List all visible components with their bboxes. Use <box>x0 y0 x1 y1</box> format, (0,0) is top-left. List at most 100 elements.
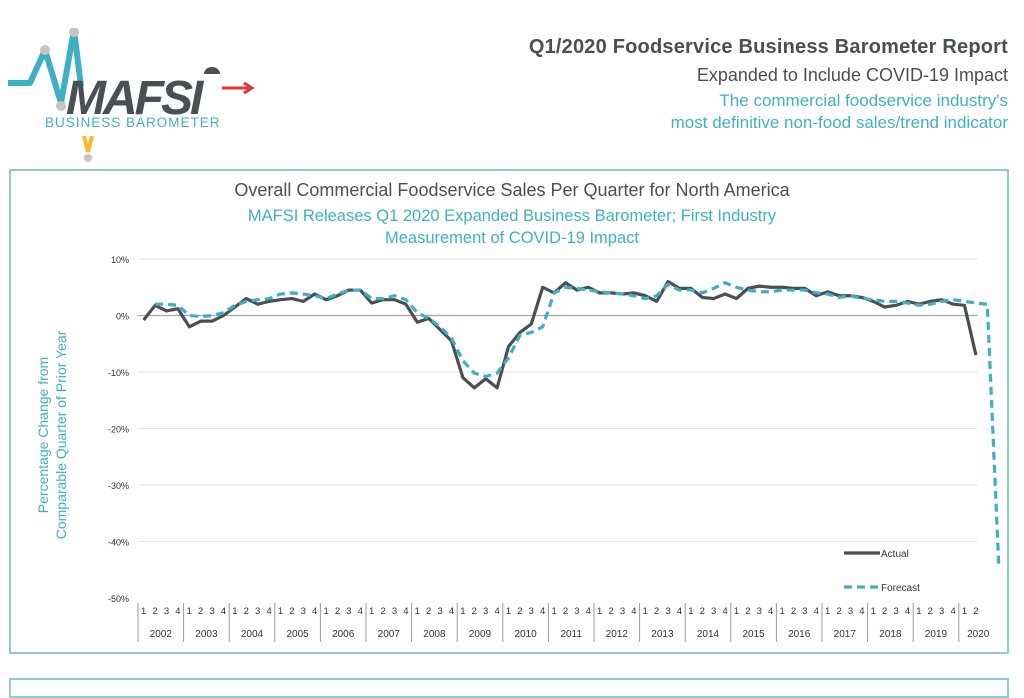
x-quarter-label: 3 <box>893 606 898 617</box>
y-tick-label: 10% <box>111 255 129 265</box>
y-tick-label: -50% <box>108 594 129 604</box>
x-quarter-label: 4 <box>266 606 271 617</box>
x-quarter-label: 1 <box>278 606 283 617</box>
x-year-label: 2007 <box>378 629 401 640</box>
x-year-label: 2002 <box>150 629 173 640</box>
x-quarter-label: 4 <box>722 606 727 617</box>
x-quarter-label: 3 <box>529 606 534 617</box>
x-quarter-label: 4 <box>768 606 773 617</box>
x-quarter-label: 1 <box>779 606 784 617</box>
x-quarter-label: 1 <box>643 606 648 617</box>
x-quarter-label: 3 <box>711 606 716 617</box>
x-quarter-label: 2 <box>791 606 796 617</box>
x-quarter-label: 2 <box>152 606 157 617</box>
y-tick-label: -10% <box>108 368 129 378</box>
x-quarter-label: 2 <box>928 606 933 617</box>
x-quarter-label: 4 <box>494 606 499 617</box>
x-quarter-label: 3 <box>392 606 397 617</box>
x-quarter-label: 3 <box>209 606 214 617</box>
x-quarter-label: 3 <box>255 606 260 617</box>
x-quarter-label: 3 <box>164 606 169 617</box>
x-year-label: 2010 <box>514 629 537 640</box>
x-quarter-label: 1 <box>871 606 876 617</box>
x-year-label: 2012 <box>606 629 629 640</box>
x-quarter-label: 1 <box>141 606 146 617</box>
x-quarter-label: 4 <box>631 606 636 617</box>
y-tick-label: -30% <box>108 481 129 491</box>
x-quarter-label: 2 <box>289 606 294 617</box>
x-quarter-label: 2 <box>882 606 887 617</box>
x-year-label: 2014 <box>697 629 720 640</box>
x-quarter-label: 2 <box>426 606 431 617</box>
x-quarter-label: 3 <box>939 606 944 617</box>
x-quarter-label: 2 <box>700 606 705 617</box>
x-quarter-label: 1 <box>962 606 967 617</box>
x-quarter-label: 1 <box>232 606 237 617</box>
x-quarter-label: 2 <box>517 606 522 617</box>
x-quarter-label: 2 <box>973 606 978 617</box>
x-year-label: 2019 <box>925 629 948 640</box>
x-quarter-label: 2 <box>654 606 659 617</box>
x-quarter-label: 4 <box>905 606 910 617</box>
x-quarter-label: 4 <box>814 606 819 617</box>
x-quarter-label: 1 <box>688 606 693 617</box>
x-year-label: 2020 <box>967 629 990 640</box>
x-year-label: 2003 <box>195 629 218 640</box>
x-quarter-label: 3 <box>574 606 579 617</box>
x-quarter-label: 3 <box>757 606 762 617</box>
x-quarter-label: 1 <box>551 606 556 617</box>
legend-label-forecast: Forecast <box>881 583 920 594</box>
x-year-label: 2006 <box>332 629 355 640</box>
x-quarter-label: 1 <box>369 606 374 617</box>
x-quarter-label: 1 <box>825 606 830 617</box>
x-year-label: 2018 <box>879 629 902 640</box>
x-quarter-label: 4 <box>403 606 408 617</box>
x-quarter-label: 3 <box>483 606 488 617</box>
legend-label-actual: Actual <box>881 549 909 560</box>
x-quarter-label: 3 <box>620 606 625 617</box>
x-quarter-label: 4 <box>859 606 864 617</box>
x-year-label: 2009 <box>469 629 492 640</box>
x-quarter-label: 3 <box>301 606 306 617</box>
x-quarter-label: 2 <box>836 606 841 617</box>
x-quarter-label: 4 <box>677 606 682 617</box>
x-year-label: 2017 <box>834 629 857 640</box>
x-quarter-label: 1 <box>460 606 465 617</box>
x-quarter-label: 2 <box>472 606 477 617</box>
y-tick-label: -20% <box>108 425 129 435</box>
x-quarter-label: 4 <box>312 606 317 617</box>
x-year-label: 2005 <box>286 629 309 640</box>
x-quarter-label: 4 <box>221 606 226 617</box>
x-quarter-label: 3 <box>848 606 853 617</box>
x-quarter-label: 4 <box>586 606 591 617</box>
x-year-label: 2016 <box>788 629 811 640</box>
x-quarter-label: 3 <box>802 606 807 617</box>
x-quarter-label: 1 <box>506 606 511 617</box>
x-quarter-label: 2 <box>563 606 568 617</box>
x-quarter-label: 1 <box>916 606 921 617</box>
x-quarter-label: 4 <box>540 606 545 617</box>
series-line-forecast <box>155 283 999 564</box>
x-quarter-label: 3 <box>665 606 670 617</box>
x-year-label: 2011 <box>560 629 582 640</box>
x-quarter-label: 2 <box>335 606 340 617</box>
x-year-label: 2013 <box>651 629 674 640</box>
x-quarter-label: 1 <box>597 606 602 617</box>
x-year-label: 2015 <box>742 629 765 640</box>
x-quarter-label: 4 <box>449 606 454 617</box>
x-quarter-label: 2 <box>380 606 385 617</box>
x-quarter-label: 2 <box>244 606 249 617</box>
x-quarter-label: 2 <box>198 606 203 617</box>
x-year-label: 2008 <box>423 629 446 640</box>
x-quarter-label: 1 <box>415 606 420 617</box>
x-quarter-label: 1 <box>323 606 328 617</box>
x-quarter-label: 2 <box>745 606 750 617</box>
x-quarter-label: 1 <box>187 606 192 617</box>
x-quarter-label: 4 <box>950 606 955 617</box>
x-year-label: 2004 <box>241 629 264 640</box>
y-tick-label: -40% <box>108 538 129 548</box>
y-tick-label: 0% <box>116 312 129 322</box>
x-quarter-label: 3 <box>346 606 351 617</box>
x-quarter-label: 2 <box>608 606 613 617</box>
